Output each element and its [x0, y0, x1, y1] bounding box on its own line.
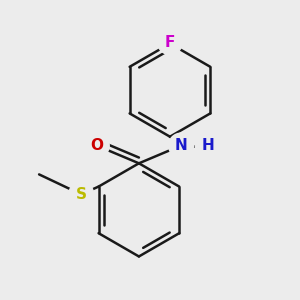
Circle shape	[84, 133, 109, 158]
Text: H: H	[201, 138, 214, 153]
Text: F: F	[165, 35, 175, 50]
Circle shape	[158, 30, 182, 55]
Text: O: O	[90, 138, 103, 153]
Text: S: S	[76, 187, 87, 202]
Circle shape	[169, 133, 194, 158]
Circle shape	[69, 182, 94, 207]
Text: N: N	[175, 138, 188, 153]
Circle shape	[195, 133, 220, 158]
